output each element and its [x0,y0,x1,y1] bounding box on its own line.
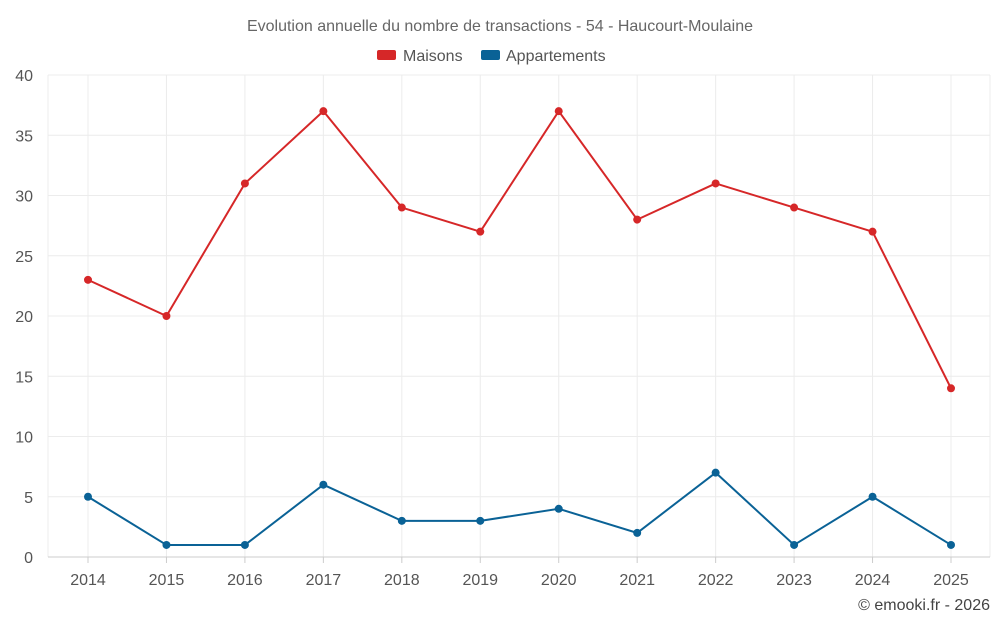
series-layer [84,107,955,549]
x-tick-label-2020: 2020 [541,572,577,589]
data-point-maisons-2022[interactable] [711,179,720,188]
data-point-maisons-2020[interactable] [554,107,563,116]
x-tick-label-2019: 2019 [462,572,498,589]
x-tick-label-2015: 2015 [149,572,185,589]
data-point-maisons-2021[interactable] [633,215,642,224]
legend-swatch-maisons[interactable] [377,50,396,60]
x-tick-label-2021: 2021 [619,572,655,589]
credit-text: © emooki.fr - 2026 [858,597,990,614]
y-tick-label-10: 10 [15,430,33,447]
x-tick-label-2023: 2023 [776,572,812,589]
data-point-appartements-2019[interactable] [476,516,485,525]
y-tick-label-40: 40 [15,68,33,85]
legend-label-appartements[interactable]: Appartements [506,48,606,65]
y-tick-label-25: 25 [15,249,33,266]
y-tick-label-0: 0 [24,550,33,567]
series-maisons [84,107,955,393]
x-tick-label-2018: 2018 [384,572,420,589]
x-tick-label-2025: 2025 [933,572,969,589]
data-point-appartements-2014[interactable] [84,492,92,501]
y-tick-label-30: 30 [15,189,33,206]
x-tick-label-2017: 2017 [306,572,342,589]
data-point-appartements-2017[interactable] [319,480,328,489]
data-point-maisons-2025[interactable] [947,384,955,393]
data-point-appartements-2021[interactable] [633,528,642,537]
x-tick-label-2024: 2024 [855,572,891,589]
data-point-appartements-2024[interactable] [868,492,877,501]
grid [47,74,991,557]
chart-title: Evolution annuelle du nombre de transact… [247,18,753,35]
data-point-maisons-2018[interactable] [397,203,406,212]
data-point-appartements-2025[interactable] [947,540,955,549]
x-tick-label-2022: 2022 [698,572,734,589]
data-point-maisons-2019[interactable] [476,227,485,236]
x-axis: 2014 2015 2016 2017 2018 2019 2020 2021 2022 2023… [48,556,990,589]
data-point-appartements-2022[interactable] [711,468,720,477]
y-tick-label-20: 20 [15,309,33,326]
data-point-maisons-2017[interactable] [319,107,328,116]
data-point-maisons-2015[interactable] [162,312,171,320]
data-point-maisons-2024[interactable] [868,227,877,236]
y-tick-label-15: 15 [15,369,33,386]
x-tick-label-2016: 2016 [227,572,263,589]
series-line-maisons [87,110,952,389]
x-tick-label-2014: 2014 [70,572,106,589]
series-appartements [84,468,955,549]
legend: Maisons Appartements [377,48,606,65]
data-point-appartements-2020[interactable] [554,504,563,513]
legend-swatch-appartements[interactable] [481,50,500,60]
series-line-appartements [87,471,952,546]
data-point-appartements-2018[interactable] [397,516,406,525]
data-point-appartements-2016[interactable] [240,540,249,549]
y-tick-label-5: 5 [24,490,33,507]
data-point-maisons-2023[interactable] [790,203,799,212]
data-point-appartements-2023[interactable] [790,540,799,549]
legend-label-maisons[interactable]: Maisons [403,48,463,65]
data-point-maisons-2014[interactable] [84,275,92,284]
data-point-maisons-2016[interactable] [240,179,249,188]
y-axis: 0 5 10 15 20 25 30 35 40 [15,68,33,567]
y-tick-label-35: 35 [15,128,33,145]
data-point-appartements-2015[interactable] [162,540,171,549]
